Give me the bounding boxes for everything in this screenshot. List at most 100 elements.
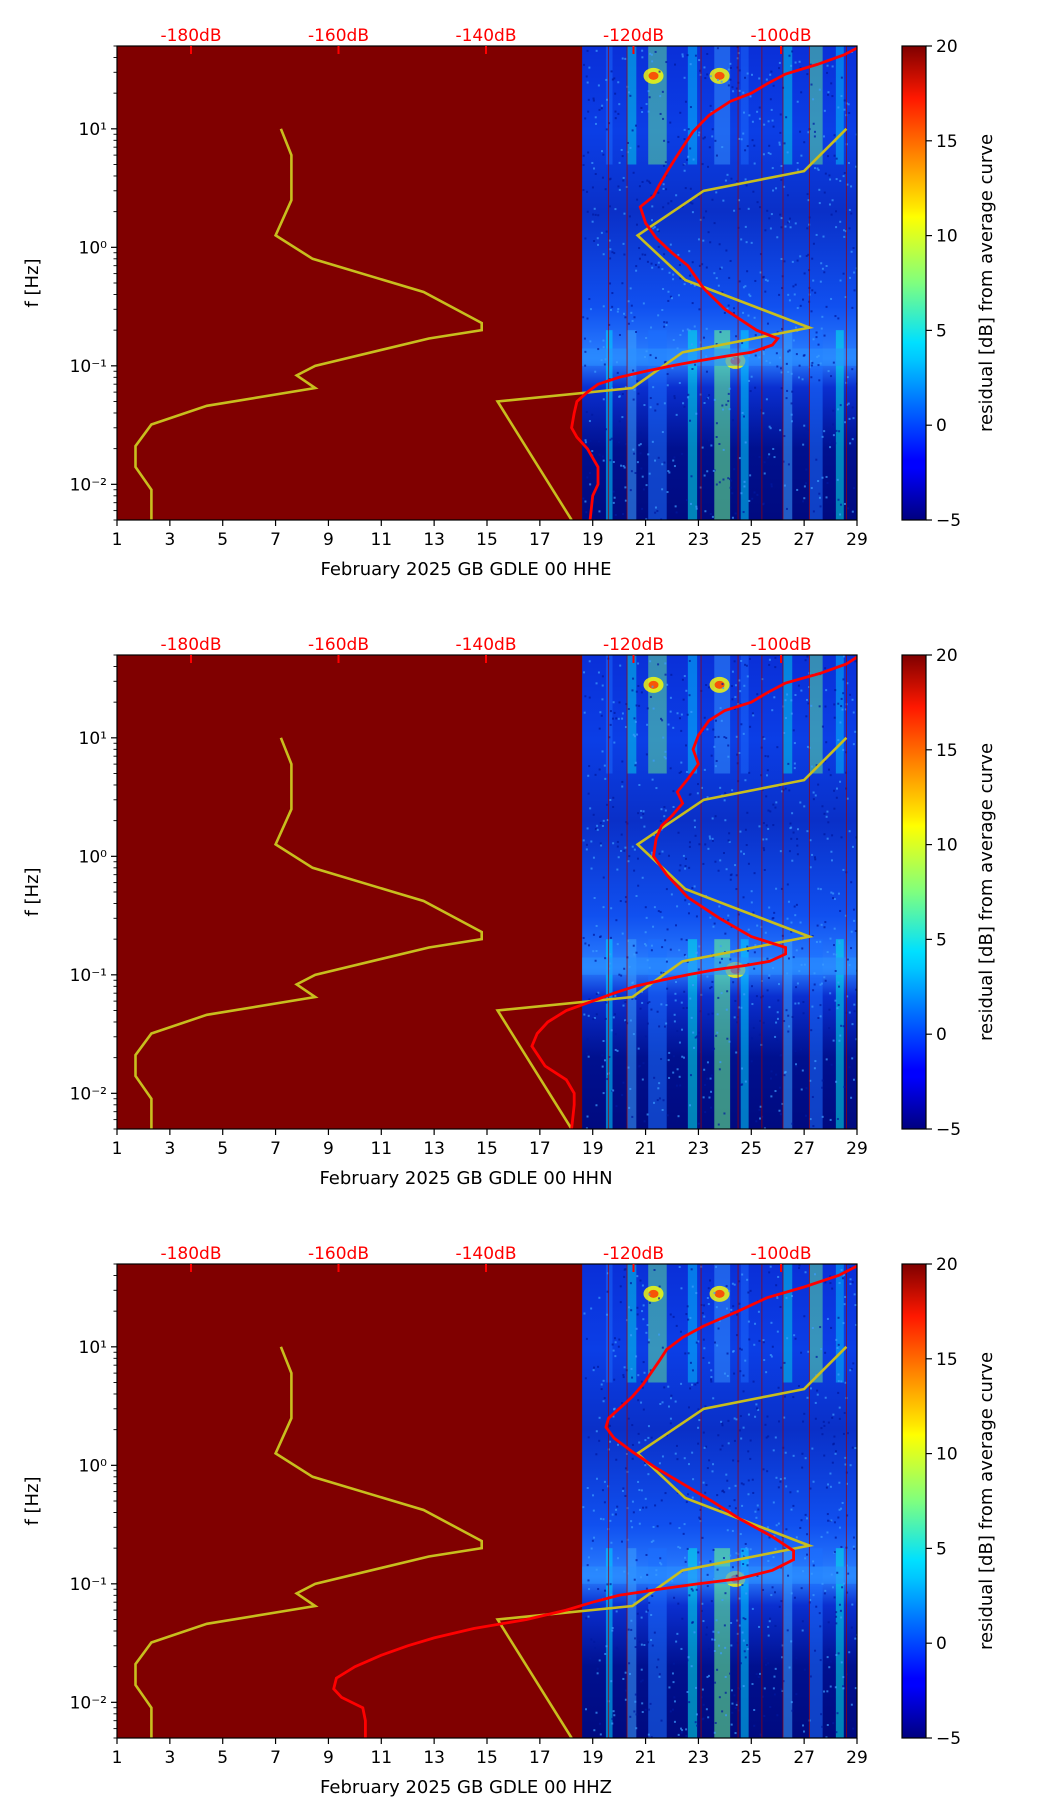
x-tick-label: 19 [582, 1139, 604, 1159]
x-tick-label: 5 [217, 530, 228, 550]
x-tick-label: 23 [688, 1139, 710, 1159]
y-axis-label: f [Hz] [22, 1476, 43, 1525]
x-tick-label: 3 [164, 1748, 175, 1768]
noise-model-line-1 [134, 1346, 484, 1738]
x-tick-label: 11 [370, 530, 392, 550]
colorbar-gradient [901, 1263, 927, 1739]
x-tick-label: 21 [635, 530, 657, 550]
x-tick-label: 25 [740, 1139, 762, 1159]
colorbar-tick-label: 20 [936, 37, 958, 57]
noise-model-line-2 [495, 127, 848, 520]
x-tick-label: 23 [688, 1748, 710, 1768]
x-tick-label: 9 [323, 1139, 334, 1159]
y-tick-label: 10⁻² [70, 1084, 107, 1104]
colorbar: −5 0 5 10 15 20 residual [dB] from average cur… [901, 646, 997, 1140]
colorbar-tick-label: 0 [936, 1634, 947, 1654]
colorbar-tick-label: 5 [936, 930, 947, 950]
x-axis-label: February 2025 GB GDLE 00 HHZ [320, 1777, 612, 1798]
x-tick-label: 23 [688, 530, 710, 550]
spectrogram-texture [582, 1264, 857, 1738]
x-tick-label: 1 [112, 530, 123, 550]
x-tick-label: 5 [217, 1139, 228, 1159]
db-tick-label: -180dB [160, 1244, 221, 1264]
x-tick-label: 9 [323, 530, 334, 550]
x-tick-label: 17 [529, 530, 551, 550]
y-tick-label: 10⁻¹ [70, 357, 107, 377]
colorbar-tick-label: 0 [936, 416, 947, 436]
x-tick-label: 29 [846, 1748, 868, 1768]
y-tick-label: 10⁻¹ [70, 966, 107, 986]
x-tick-label: 7 [270, 530, 281, 550]
x-tick-label: 25 [740, 530, 762, 550]
db-tick-label: -140dB [455, 635, 516, 655]
x-tick-label: 15 [476, 1748, 498, 1768]
db-tick-label: -160dB [308, 635, 369, 655]
x-tick-label: 29 [846, 530, 868, 550]
colorbar: −5 0 5 10 15 20 residual [dB] from average cur… [901, 37, 997, 531]
colorbar-tick-label: 15 [936, 1350, 958, 1370]
noise-model-line-1 [134, 128, 484, 520]
x-tick-label: 29 [846, 1139, 868, 1159]
x-tick-label: 1 [112, 1139, 123, 1159]
x-tick-label: 13 [423, 1748, 445, 1768]
y-tick-label: 10¹ [79, 1338, 107, 1358]
db-tick-label: -160dB [308, 26, 369, 46]
db-tick-label: -160dB [308, 1244, 369, 1264]
psd-curve-line [530, 655, 857, 1129]
db-tick-label: -180dB [160, 635, 221, 655]
colorbar-tick-label: 0 [936, 1025, 947, 1045]
x-tick-label: 13 [423, 530, 445, 550]
y-tick-label: 10⁰ [79, 1456, 108, 1476]
db-tick-label: -120dB [603, 26, 664, 46]
colorbar-gradient [901, 45, 927, 521]
x-tick-label: 1 [112, 1748, 123, 1768]
colorbar: −5 0 5 10 15 20 residual [dB] from average cur… [901, 1255, 997, 1749]
x-tick-label: 21 [635, 1139, 657, 1159]
x-tick-label: 25 [740, 1748, 762, 1768]
colorbar-tick-label: 10 [936, 1445, 958, 1465]
db-tick-label: -100dB [750, 635, 811, 655]
psd-curve-line [332, 1264, 857, 1738]
db-tick-label: -140dB [455, 1244, 516, 1264]
colorbar-tick-label: 5 [936, 321, 947, 341]
colorbar-tick-label: 5 [936, 1539, 947, 1559]
db-tick-label: -180dB [160, 26, 221, 46]
x-tick-label: 21 [635, 1748, 657, 1768]
x-axis-label: February 2025 GB GDLE 00 HHE [320, 559, 611, 580]
y-axis-label: f [Hz] [22, 258, 43, 307]
colorbar-tick-label: 15 [936, 741, 958, 761]
x-tick-label: 17 [529, 1139, 551, 1159]
colorbar-tick-label: −5 [936, 511, 961, 531]
y-axis-label: f [Hz] [22, 867, 43, 916]
x-tick-label: 7 [270, 1748, 281, 1768]
x-tick-label: 7 [270, 1139, 281, 1159]
x-tick-label: 19 [582, 530, 604, 550]
colorbar-label: residual [dB] from average curve [976, 1352, 997, 1650]
colorbar-tick-label: −5 [936, 1120, 961, 1140]
noise-model-line-1 [134, 737, 484, 1129]
colorbar-tick-label: 20 [936, 1255, 958, 1275]
colorbar-label: residual [dB] from average curve [976, 134, 997, 432]
x-tick-label: 9 [323, 1748, 334, 1768]
colorbar-tick-label: 10 [936, 227, 958, 247]
db-tick-label: -120dB [603, 1244, 664, 1264]
colorbar-tick-label: 15 [936, 132, 958, 152]
x-tick-label: 27 [793, 1748, 815, 1768]
x-tick-label: 5 [217, 1748, 228, 1768]
colorbar-label: residual [dB] from average curve [976, 743, 997, 1041]
x-tick-label: 15 [476, 530, 498, 550]
db-tick-label: -100dB [750, 26, 811, 46]
db-tick-label: -120dB [603, 635, 664, 655]
x-tick-label: 17 [529, 1748, 551, 1768]
colorbar-tick-label: 20 [936, 646, 958, 666]
noise-model-line-2 [495, 736, 848, 1129]
x-tick-label: 27 [793, 1139, 815, 1159]
x-tick-label: 13 [423, 1139, 445, 1159]
spectrogram-texture [582, 655, 857, 1129]
psd-curve-line [570, 46, 857, 520]
x-tick-label: 19 [582, 1748, 604, 1768]
colorbar-tick-label: −5 [936, 1729, 961, 1749]
